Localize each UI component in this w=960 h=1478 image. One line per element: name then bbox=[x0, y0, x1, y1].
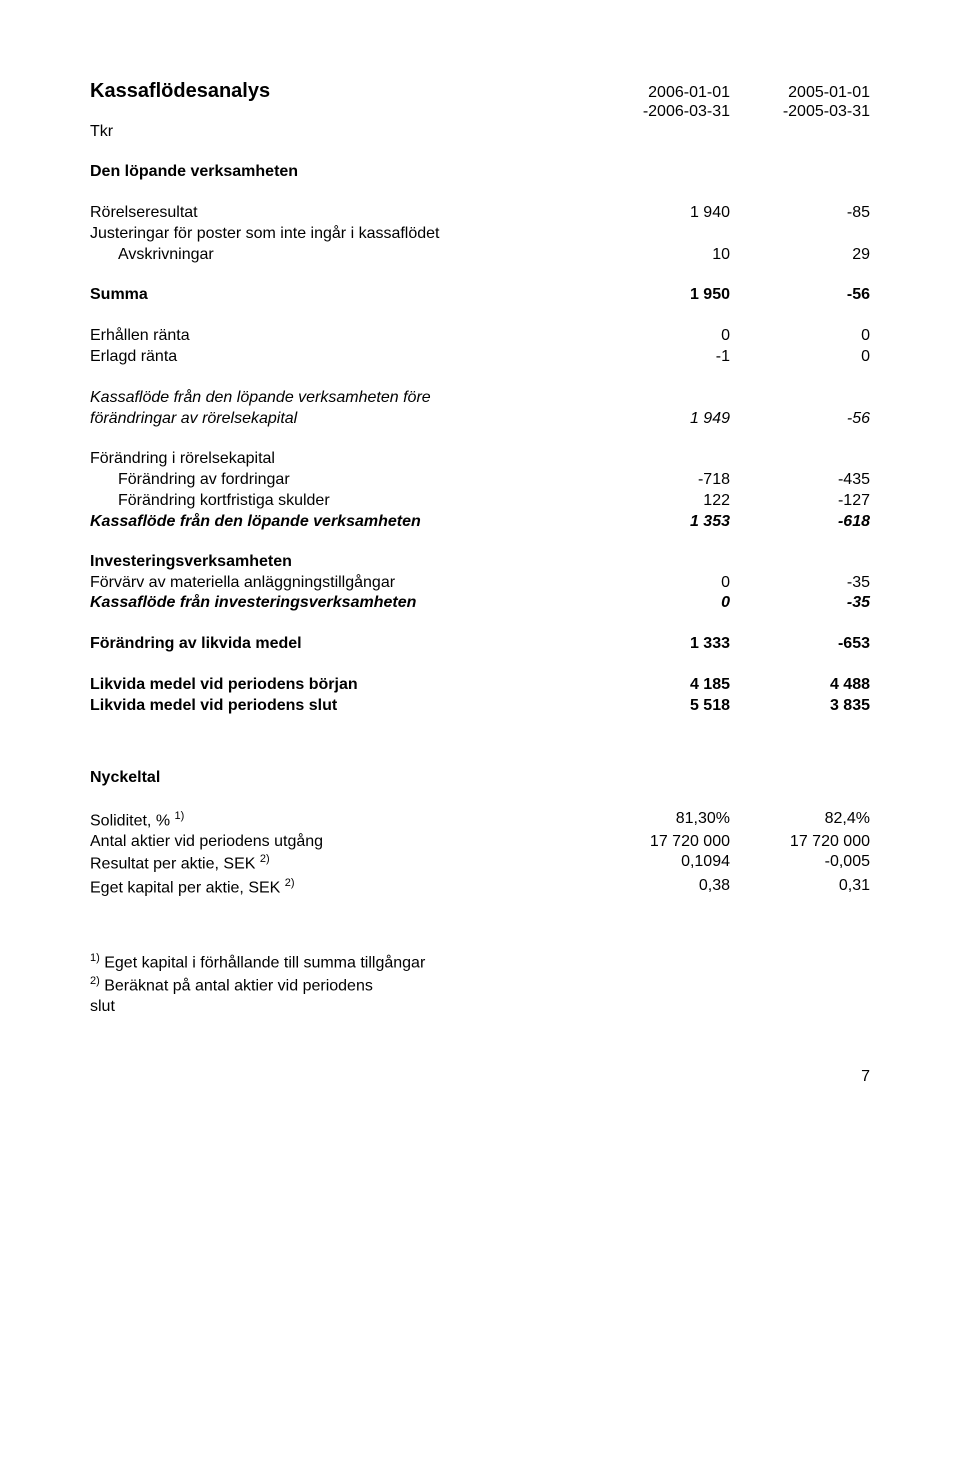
table-row: Rörelseresultat 1 940 -85 bbox=[90, 203, 870, 224]
row-v2: 17 720 000 bbox=[730, 832, 870, 853]
cf-operating-row: Kassaflöde från den löpande verksamheten… bbox=[90, 512, 870, 533]
row-v1: 0 bbox=[590, 326, 730, 347]
footnote-text: Beräknat på antal aktier vid periodens bbox=[100, 977, 373, 994]
row-v2 bbox=[730, 224, 870, 245]
row-v2: -85 bbox=[730, 203, 870, 224]
table-row: Soliditet, % 1) 81,30% 82,4% bbox=[90, 809, 870, 832]
period2-from: 2005-01-01 bbox=[730, 84, 870, 102]
footnote-text: Eget kapital i förhållande till summa ti… bbox=[100, 954, 426, 971]
row-v1: 1 940 bbox=[590, 203, 730, 224]
change-cash-row: Förändring av likvida medel 1 333 -653 bbox=[90, 634, 870, 655]
row-label: Soliditet, % 1) bbox=[90, 809, 590, 832]
row-v2: 82,4% bbox=[730, 809, 870, 832]
wc-heading: Förändring i rörelsekapital bbox=[90, 449, 870, 470]
row-v1: 0,38 bbox=[590, 876, 730, 899]
row-label: Avskrivningar bbox=[90, 245, 590, 266]
row-v1: 0,1094 bbox=[590, 852, 730, 875]
row-v1: 1 950 bbox=[590, 285, 730, 306]
table-row: Förändring kortfristiga skulder 122 -127 bbox=[90, 491, 870, 512]
row-v2: -35 bbox=[730, 573, 870, 594]
row-v2: 0 bbox=[730, 326, 870, 347]
table-row: Eget kapital per aktie, SEK 2) 0,38 0,31 bbox=[90, 876, 870, 899]
page-number: 7 bbox=[90, 1068, 870, 1086]
row-v1: 1 333 bbox=[590, 634, 730, 655]
row-v2: -56 bbox=[730, 409, 870, 430]
cf-invest-row: Kassaflöde från investeringsverksamheten… bbox=[90, 593, 870, 614]
row-label: Förvärv av materiella anläggningstillgån… bbox=[90, 573, 590, 594]
row-v1: 0 bbox=[590, 573, 730, 594]
row-label: Resultat per aktie, SEK 2) bbox=[90, 852, 590, 875]
row-label: Erhållen ränta bbox=[90, 326, 590, 347]
doc-title: Kassaflödesanalys bbox=[90, 80, 590, 103]
table-row: Resultat per aktie, SEK 2) 0,1094 -0,005 bbox=[90, 852, 870, 875]
table-row: Förändring av fordringar -718 -435 bbox=[90, 470, 870, 491]
row-label: Summa bbox=[90, 285, 590, 306]
row-label: Eget kapital per aktie, SEK 2) bbox=[90, 876, 590, 899]
row-label: Likvida medel vid periodens slut bbox=[90, 696, 590, 717]
row-v1: -1 bbox=[590, 347, 730, 368]
operating-heading: Den löpande verksamheten bbox=[90, 163, 870, 181]
period1-to: -2006-03-31 bbox=[590, 103, 730, 121]
title-row: Kassaflödesanalys 2006-01-01 2005-01-01 bbox=[90, 80, 870, 103]
row-v1: 122 bbox=[590, 491, 730, 512]
table-row: Erhållen ränta 0 0 bbox=[90, 326, 870, 347]
row-label: Förändring av likvida medel bbox=[90, 634, 590, 655]
table-row: Antal aktier vid periodens utgång 17 720… bbox=[90, 832, 870, 853]
row-v1 bbox=[590, 224, 730, 245]
row-label: Förändring kortfristiga skulder bbox=[90, 491, 590, 512]
row-v2: 0,31 bbox=[730, 876, 870, 899]
row-v1: 17 720 000 bbox=[590, 832, 730, 853]
footnote-sup: 2) bbox=[90, 975, 100, 987]
row-v2: -653 bbox=[730, 634, 870, 655]
row-label: Förändring i rörelsekapital bbox=[90, 449, 590, 470]
summa-row: Summa 1 950 -56 bbox=[90, 285, 870, 306]
cf-before-wc-row1: Kassaflöde från den löpande verksamheten… bbox=[90, 388, 870, 409]
row-label: Antal aktier vid periodens utgång bbox=[90, 832, 590, 853]
row-v2: 4 488 bbox=[730, 675, 870, 696]
row-v2: 29 bbox=[730, 245, 870, 266]
row-v2: -127 bbox=[730, 491, 870, 512]
period-to-row: -2006-03-31 -2005-03-31 bbox=[90, 103, 870, 121]
footnote-text: slut bbox=[90, 997, 870, 1018]
row-label: Erlagd ränta bbox=[90, 347, 590, 368]
row-v2: -618 bbox=[730, 512, 870, 533]
table-row: Avskrivningar 10 29 bbox=[90, 245, 870, 266]
row-v1: 4 185 bbox=[590, 675, 730, 696]
row-v1: 5 518 bbox=[590, 696, 730, 717]
row-label: Förändring av fordringar bbox=[90, 470, 590, 491]
row-v2: -56 bbox=[730, 285, 870, 306]
cash-end-row: Likvida medel vid periodens slut 5 518 3… bbox=[90, 696, 870, 717]
footnote-sup: 1) bbox=[90, 952, 100, 964]
row-v1: 1 949 bbox=[590, 409, 730, 430]
row-v1: 81,30% bbox=[590, 809, 730, 832]
row-label: Likvida medel vid periodens början bbox=[90, 675, 590, 696]
row-label: Justeringar för poster som inte ingår i … bbox=[90, 224, 590, 245]
row-v2: 3 835 bbox=[730, 696, 870, 717]
period1-from: 2006-01-01 bbox=[590, 84, 730, 102]
table-row: Erlagd ränta -1 0 bbox=[90, 347, 870, 368]
row-label: förändringar av rörelsekapital bbox=[90, 409, 590, 430]
table-row: Förvärv av materiella anläggningstillgån… bbox=[90, 573, 870, 594]
row-label: Kassaflöde från den löpande verksamheten… bbox=[90, 388, 590, 409]
invest-heading: Investeringsverksamheten bbox=[90, 553, 870, 571]
period2-to: -2005-03-31 bbox=[730, 103, 870, 121]
row-v2: 0 bbox=[730, 347, 870, 368]
row-v2: -35 bbox=[730, 593, 870, 614]
row-v1: -718 bbox=[590, 470, 730, 491]
row-label: Kassaflöde från investeringsverksamheten bbox=[90, 593, 590, 614]
nyckeltal-heading: Nyckeltal bbox=[90, 769, 870, 787]
cash-begin-row: Likvida medel vid periodens början 4 185… bbox=[90, 675, 870, 696]
row-label: Rörelseresultat bbox=[90, 203, 590, 224]
footnotes: 1) Eget kapital i förhållande till summa… bbox=[90, 951, 870, 1018]
row-label: Kassaflöde från den löpande verksamheten bbox=[90, 512, 590, 533]
row-v1: 10 bbox=[590, 245, 730, 266]
row-v2: -435 bbox=[730, 470, 870, 491]
table-row: Justeringar för poster som inte ingår i … bbox=[90, 224, 870, 245]
cf-before-wc-row2: förändringar av rörelsekapital 1 949 -56 bbox=[90, 409, 870, 430]
row-v2: -0,005 bbox=[730, 852, 870, 875]
row-v1: 1 353 bbox=[590, 512, 730, 533]
row-v1: 0 bbox=[590, 593, 730, 614]
unit-label: Tkr bbox=[90, 123, 870, 141]
